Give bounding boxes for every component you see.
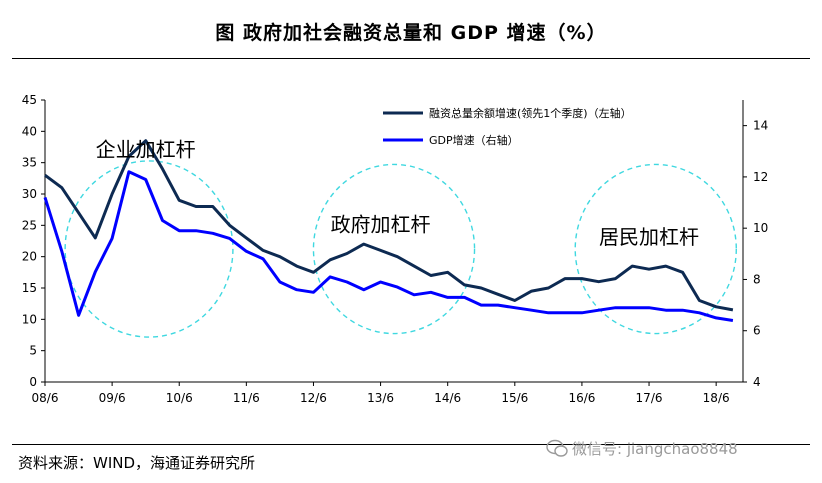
left-tick-label: 5 bbox=[29, 344, 37, 358]
highlight-circle bbox=[64, 160, 234, 338]
annotation-label: 企业加杠杆 bbox=[96, 137, 196, 161]
series-line-gdp bbox=[43, 170, 734, 322]
right-tick-label: 12 bbox=[753, 170, 768, 184]
left-tick-label: 40 bbox=[22, 124, 37, 138]
footer-rule bbox=[12, 444, 810, 445]
x-tick-label: 14/6 bbox=[434, 391, 461, 405]
annotation-label: 政府加杠杆 bbox=[331, 213, 431, 237]
x-tick-label: 12/6 bbox=[300, 391, 327, 405]
highlight-circle bbox=[312, 163, 476, 335]
left-tick-label: 0 bbox=[29, 375, 37, 389]
left-tick-label: 45 bbox=[22, 93, 37, 107]
legend-label-tsf: 融资总量余额增速(领先1个季度)（左轴） bbox=[429, 106, 632, 120]
source-note: 资料来源：WIND，海通证券研究所 bbox=[18, 454, 256, 472]
watermark: 微信号: jiangchao8848 bbox=[572, 440, 738, 458]
left-tick-label: 25 bbox=[22, 218, 37, 232]
x-tick-label: 08/6 bbox=[32, 391, 59, 405]
left-tick-label: 15 bbox=[22, 281, 37, 295]
x-tick-label: 16/6 bbox=[568, 391, 595, 405]
left-tick-label: 20 bbox=[22, 250, 37, 264]
x-tick-label: 15/6 bbox=[501, 391, 528, 405]
right-tick-label: 14 bbox=[753, 119, 768, 133]
left-tick-label: 30 bbox=[22, 187, 37, 201]
x-tick-label: 10/6 bbox=[166, 391, 193, 405]
series-line-tsf bbox=[44, 139, 734, 312]
x-tick-label: 18/6 bbox=[703, 391, 730, 405]
title-rule bbox=[12, 58, 810, 59]
right-tick-label: 6 bbox=[753, 324, 761, 338]
left-tick-label: 35 bbox=[22, 156, 37, 170]
legend-label-gdp: GDP增速（右轴） bbox=[429, 133, 519, 147]
x-tick-label: 09/6 bbox=[99, 391, 126, 405]
annotation-label: 居民加杠杆 bbox=[599, 225, 699, 249]
right-tick-label: 8 bbox=[753, 272, 761, 286]
left-tick-label: 10 bbox=[22, 312, 37, 326]
x-tick-label: 17/6 bbox=[636, 391, 663, 405]
page-title: 图 政府加社会融资总量和 GDP 增速（%） bbox=[215, 22, 607, 44]
wechat-icon bbox=[545, 438, 569, 462]
right-tick-label: 10 bbox=[753, 221, 768, 235]
x-tick-label: 13/6 bbox=[367, 391, 394, 405]
right-tick-label: 4 bbox=[753, 375, 761, 389]
x-tick-label: 11/6 bbox=[233, 391, 260, 405]
highlight-circle bbox=[574, 163, 737, 335]
